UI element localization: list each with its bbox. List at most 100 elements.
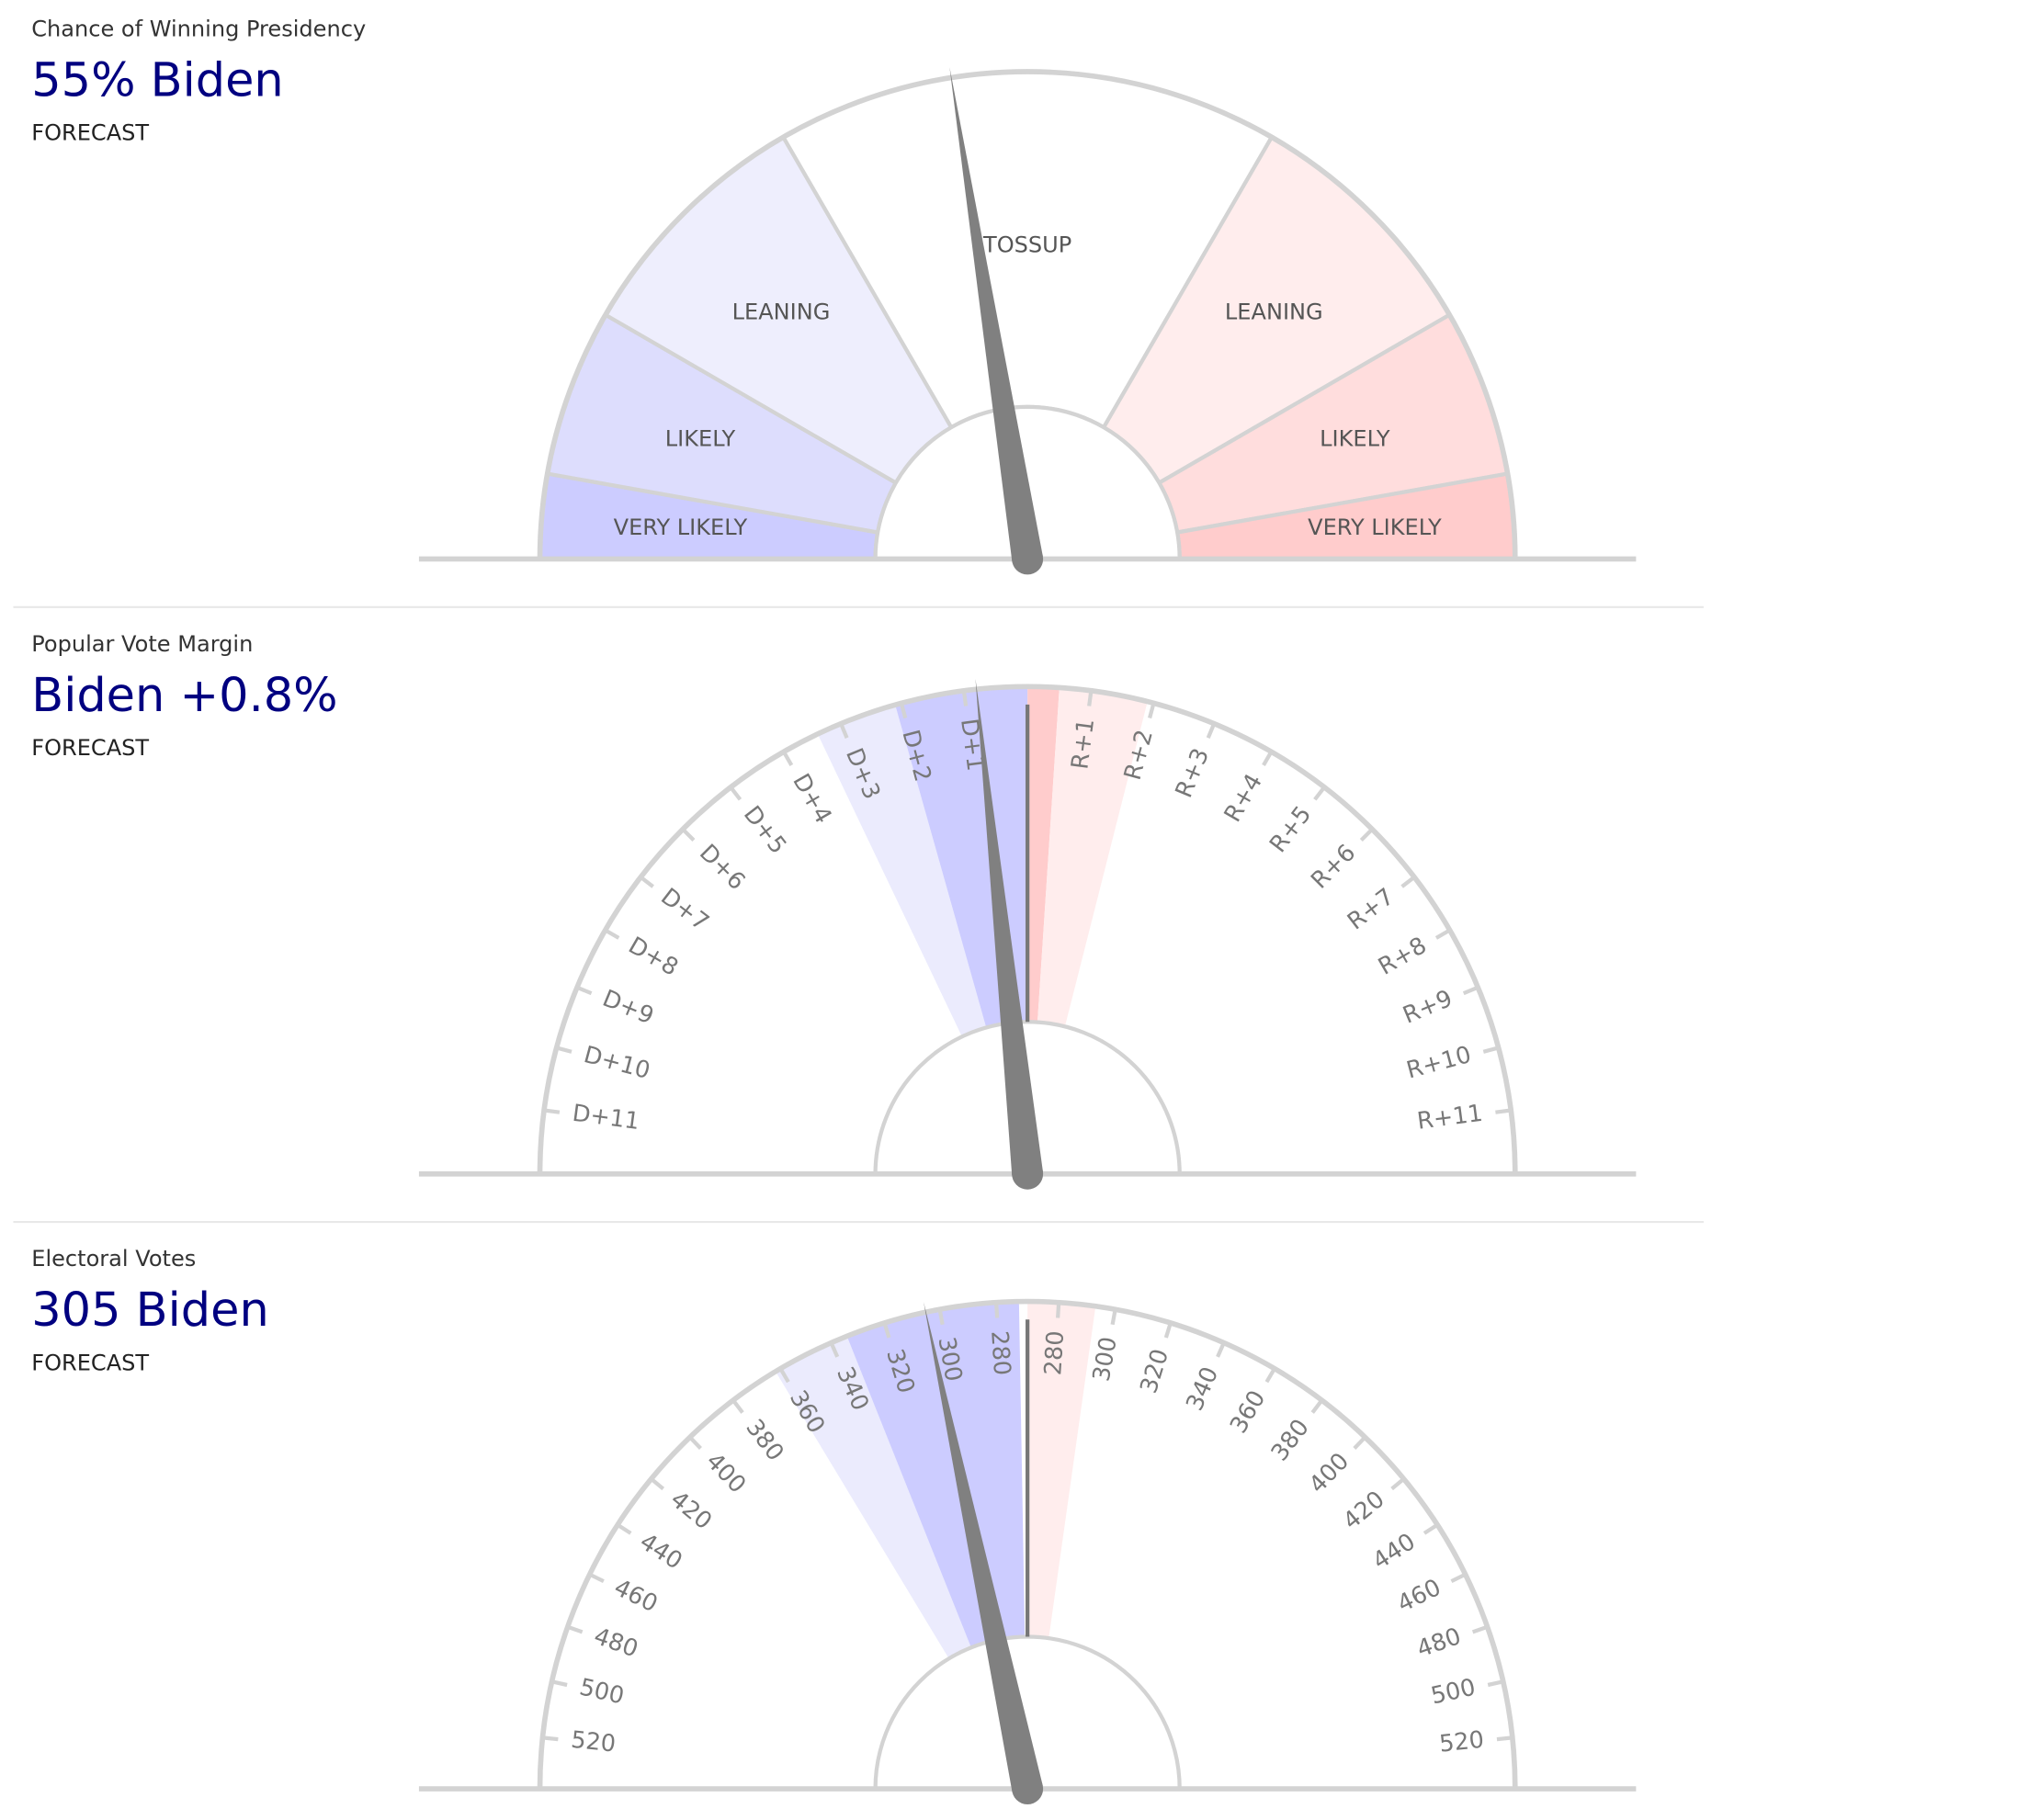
band bbox=[817, 705, 987, 1037]
tick-label: 380 bbox=[1266, 1414, 1315, 1466]
tick-label: 280 bbox=[1039, 1330, 1070, 1376]
tick-mark bbox=[542, 1735, 559, 1742]
tick-mark bbox=[1087, 690, 1094, 707]
tick-label: 340 bbox=[1181, 1362, 1224, 1415]
tick-label: 280 bbox=[985, 1330, 1015, 1376]
tick-label: D+9 bbox=[598, 985, 657, 1031]
tick-label: 380 bbox=[740, 1414, 788, 1466]
tick-label: 460 bbox=[609, 1574, 662, 1618]
tick-mark bbox=[829, 1341, 840, 1358]
tick-label: 520 bbox=[1438, 1726, 1486, 1758]
tick-mark bbox=[650, 1477, 665, 1491]
tick-label: 400 bbox=[700, 1448, 751, 1499]
tick-label: R+7 bbox=[1343, 883, 1400, 935]
gauge-title: Popular Vote Margin bbox=[31, 631, 253, 657]
band bbox=[1027, 1301, 1096, 1639]
tick-mark bbox=[1423, 1522, 1439, 1535]
tick-mark bbox=[1206, 722, 1217, 740]
headline: 305 Biden bbox=[31, 1283, 268, 1338]
gauge-title: Electoral Votes bbox=[31, 1246, 196, 1272]
rim bbox=[537, 684, 1518, 1174]
tick-mark bbox=[551, 1679, 568, 1688]
band-label: TOSSUP bbox=[982, 232, 1071, 257]
tick-mark bbox=[1471, 1624, 1489, 1634]
tick-label: D+7 bbox=[655, 883, 714, 937]
tick-mark bbox=[1482, 1046, 1500, 1054]
tick-label: 400 bbox=[1304, 1448, 1355, 1499]
tick-mark bbox=[576, 985, 593, 996]
subtitle: FORECAST bbox=[31, 735, 149, 761]
tick-mark bbox=[1496, 1735, 1513, 1742]
tick-label: 460 bbox=[1393, 1574, 1445, 1618]
tick-mark bbox=[1313, 786, 1326, 801]
band bbox=[895, 686, 1028, 1028]
headline: 55% Biden bbox=[31, 54, 283, 108]
tick-label: 320 bbox=[1135, 1346, 1174, 1396]
needle-hub bbox=[1012, 543, 1044, 575]
tick-label: 480 bbox=[590, 1622, 641, 1663]
tick-mark bbox=[566, 1624, 584, 1634]
subtitle: FORECAST bbox=[31, 120, 149, 146]
tick-mark bbox=[1487, 1679, 1504, 1688]
tick-mark bbox=[839, 722, 849, 740]
needle bbox=[975, 678, 1044, 1176]
tick-label: 480 bbox=[1413, 1622, 1465, 1663]
tick-label: D+10 bbox=[581, 1041, 653, 1085]
band bbox=[1027, 686, 1060, 1023]
tick-mark bbox=[1495, 1108, 1512, 1114]
tick-label: D+11 bbox=[571, 1100, 641, 1136]
tick-label: R+10 bbox=[1403, 1041, 1474, 1084]
tick-mark bbox=[681, 828, 696, 842]
tick-label: R+3 bbox=[1170, 744, 1215, 802]
tick-mark bbox=[1310, 1398, 1324, 1414]
tick-mark bbox=[882, 1322, 891, 1339]
tick-mark bbox=[588, 1572, 605, 1584]
tick-label: R+6 bbox=[1306, 839, 1361, 894]
tick-label: R+11 bbox=[1415, 1100, 1484, 1136]
tick-mark bbox=[1264, 1367, 1276, 1384]
tick-label: D+6 bbox=[694, 839, 751, 896]
needle bbox=[924, 1302, 1043, 1792]
tick-label: 500 bbox=[577, 1674, 627, 1711]
hub bbox=[873, 1634, 1182, 1792]
tick-mark bbox=[1400, 876, 1416, 888]
tick-mark bbox=[729, 786, 742, 801]
tick-mark bbox=[1353, 1435, 1367, 1450]
tick-label: R+4 bbox=[1219, 769, 1268, 827]
tick-mark bbox=[1434, 928, 1451, 940]
tick-mark bbox=[556, 1046, 572, 1054]
band-label: VERY LIKELY bbox=[614, 514, 748, 540]
tick-label: R+8 bbox=[1374, 932, 1432, 981]
tick-mark bbox=[937, 1308, 945, 1326]
tick-label: D+8 bbox=[624, 932, 683, 982]
tick-mark bbox=[1390, 1477, 1406, 1491]
tick-label: R+5 bbox=[1264, 801, 1317, 858]
rim bbox=[537, 69, 1518, 560]
tick-label: R+1 bbox=[1066, 717, 1100, 771]
band-label: LEANING bbox=[1225, 299, 1323, 324]
tick-mark bbox=[1216, 1341, 1226, 1358]
tick-mark bbox=[604, 928, 620, 940]
tick-label: 500 bbox=[1428, 1674, 1478, 1711]
rim bbox=[537, 1298, 1518, 1790]
tick-mark bbox=[1462, 985, 1479, 996]
tick-mark bbox=[616, 1522, 632, 1535]
tick-mark bbox=[1110, 1308, 1117, 1326]
tick-mark bbox=[639, 876, 654, 888]
tick-mark bbox=[688, 1435, 702, 1450]
tick-mark bbox=[961, 690, 969, 707]
headline: Biden +0.8% bbox=[31, 669, 337, 723]
band-label: LIKELY bbox=[1320, 425, 1390, 451]
tick-mark bbox=[1450, 1572, 1467, 1584]
band-label: VERY LIKELY bbox=[1308, 514, 1442, 540]
needle-hub bbox=[1012, 1773, 1044, 1805]
tick-mark bbox=[993, 1302, 1000, 1318]
needle bbox=[949, 67, 1043, 562]
tick-mark bbox=[543, 1108, 561, 1114]
tick-mark bbox=[899, 702, 908, 719]
tick-mark bbox=[1262, 751, 1274, 766]
band-label: LIKELY bbox=[665, 425, 736, 451]
tick-mark bbox=[1163, 1322, 1173, 1339]
